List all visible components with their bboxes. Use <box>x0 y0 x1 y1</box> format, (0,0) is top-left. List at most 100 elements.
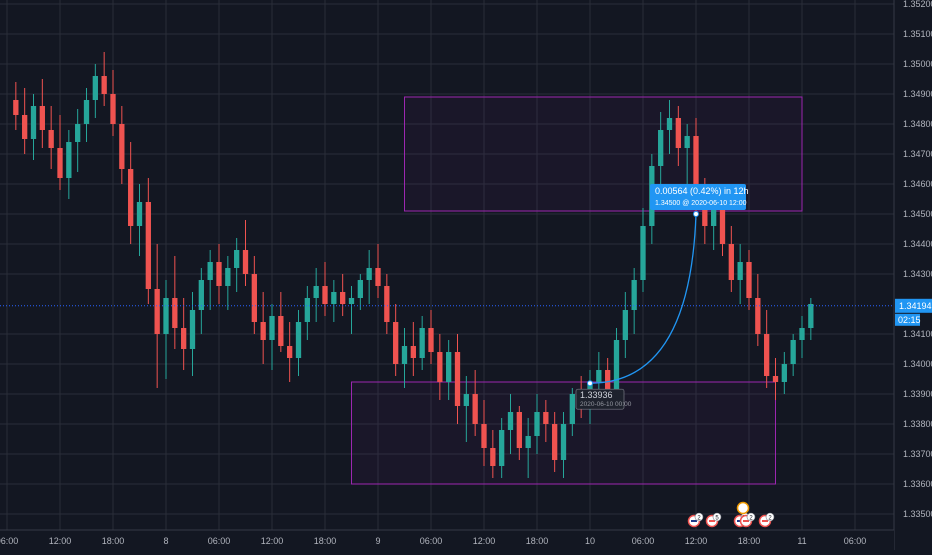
us-flag-icon[interactable]: 5 <box>705 512 722 528</box>
candle <box>525 418 531 478</box>
candle-body <box>781 364 787 382</box>
economic-events[interactable]: 251222 <box>687 501 775 528</box>
time-tick-label: 12:00 <box>49 536 72 546</box>
candle <box>428 310 434 364</box>
candle <box>39 79 45 148</box>
candle-body <box>145 202 151 289</box>
time-tick-label: 06:00 <box>632 536 655 546</box>
price-tick-label: 1.33900 <box>903 389 932 399</box>
candle-body <box>110 94 116 124</box>
candle <box>251 256 257 334</box>
candle <box>181 298 187 370</box>
candle <box>287 322 293 382</box>
projection-curve[interactable] <box>589 213 697 384</box>
projection-label: 0.00564 (0.42%) in 12h <box>655 186 749 196</box>
price-tick-label: 1.34000 <box>903 359 932 369</box>
candle-body <box>366 268 372 280</box>
candle <box>666 100 673 154</box>
candle <box>366 250 372 304</box>
candle <box>295 310 302 376</box>
last-price-tag <box>895 298 932 313</box>
flag-stripe <box>709 520 715 522</box>
price-tick-label: 1.34800 <box>903 119 932 129</box>
event-stack-icon[interactable] <box>736 501 750 515</box>
gb-flag-icon[interactable]: 2 <box>687 512 704 528</box>
candle <box>304 286 310 340</box>
price-tick-label: 1.34500 <box>903 209 932 219</box>
candle <box>340 274 346 316</box>
flag-stripe <box>743 520 749 522</box>
time-tick-label: 12:00 <box>473 536 496 546</box>
candle-body <box>163 298 169 334</box>
projection-start-handle[interactable] <box>586 380 593 387</box>
candle <box>119 106 125 184</box>
event-count-badge <box>746 512 756 522</box>
candle-body <box>181 328 187 349</box>
candle-body <box>410 346 416 358</box>
candle-body <box>393 322 399 364</box>
candle <box>154 244 160 388</box>
candle-body <box>534 412 540 436</box>
projection-end-handle[interactable] <box>692 211 699 217</box>
time-tick-label: 18:00 <box>526 536 549 546</box>
candle-body <box>357 280 363 298</box>
candle-body <box>525 436 531 448</box>
candle <box>746 250 752 310</box>
candle <box>57 115 63 190</box>
candle <box>331 280 337 322</box>
candle <box>278 292 284 352</box>
projection-label-box[interactable] <box>649 184 746 210</box>
candle <box>675 106 681 166</box>
candle <box>75 109 81 172</box>
price-axis[interactable]: 1.35200 1.35100 1.35000 1.34900 1.34800 1.347… <box>893 0 932 550</box>
candle <box>348 286 355 334</box>
time-axis[interactable]: 06:00 12:00 18:00 8 06:00 12:00 18:00 9 06:00 12:… <box>0 529 894 550</box>
projection-drawing[interactable]: 0.00564 (0.42%) in 12h 1.34500 @ 2020-06-… <box>575 184 749 410</box>
candle-body <box>463 394 469 406</box>
candle <box>463 376 469 442</box>
candle-body <box>569 394 575 424</box>
price-tick-label: 1.33800 <box>903 419 932 429</box>
candle <box>66 130 72 199</box>
price-tick-label: 1.33500 <box>903 509 932 519</box>
candle-body <box>640 226 646 280</box>
price-tick-label: 1.35200 <box>903 0 932 9</box>
candle-body <box>746 262 752 298</box>
time-tick-label: 8 <box>163 536 168 546</box>
candle-body <box>764 334 770 376</box>
candle-body <box>48 130 54 148</box>
candle <box>622 292 628 358</box>
candle-body <box>808 304 814 328</box>
us-flag-icon[interactable]: 2 <box>739 512 756 528</box>
candle-body <box>251 274 257 322</box>
event-count: 2 <box>749 516 753 522</box>
us-flag-icon[interactable]: 2 <box>758 512 775 528</box>
price-axis-bg <box>894 0 932 550</box>
candle-body <box>269 316 275 340</box>
price-tick-label: 1.33600 <box>903 479 932 489</box>
candle-body <box>790 340 796 364</box>
price-tick-label: 1.34300 <box>903 269 932 279</box>
candle <box>136 184 143 256</box>
candle <box>481 400 487 466</box>
candle-body <box>384 286 390 322</box>
candle <box>569 388 575 436</box>
candle-body <box>30 106 37 139</box>
candle-body <box>287 346 293 358</box>
candle-body <box>516 412 522 448</box>
candle <box>145 178 151 304</box>
candle <box>375 244 381 298</box>
candle <box>30 94 37 160</box>
candle-body <box>596 370 602 382</box>
candle <box>401 328 408 388</box>
candle-body <box>313 286 319 298</box>
candle-body <box>66 142 72 178</box>
candle <box>22 88 28 154</box>
candle-body <box>198 280 204 310</box>
candle-body <box>13 100 19 115</box>
time-tick-label: 9 <box>375 536 380 546</box>
time-tick-label: 11 <box>797 536 806 546</box>
candle-body <box>92 76 98 100</box>
